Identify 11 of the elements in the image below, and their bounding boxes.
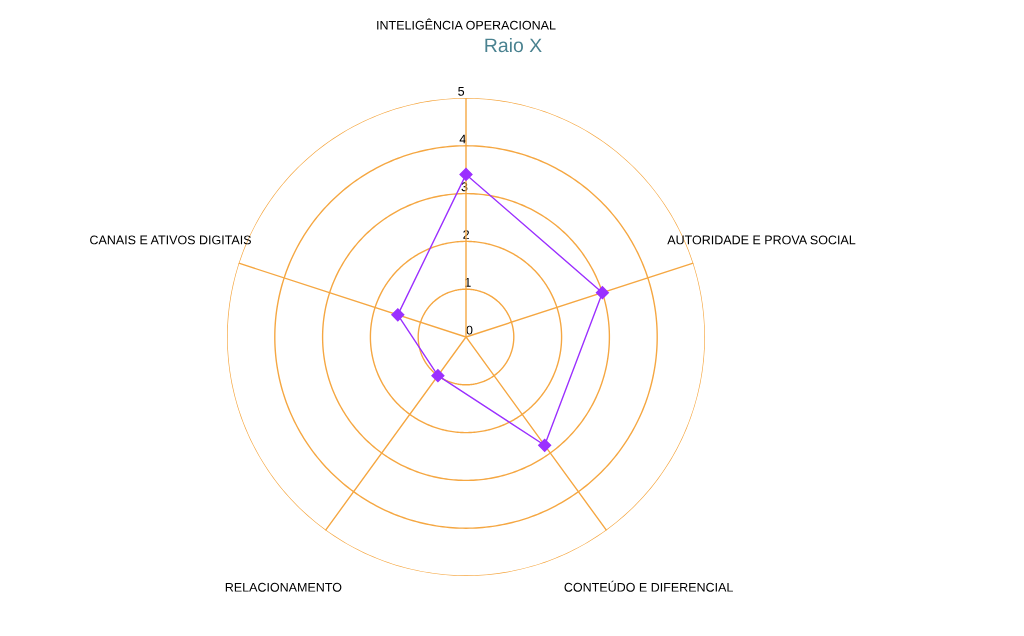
spoke-label: CONTEÚDO E DIFERENCIAL [564,580,733,592]
y-tick-label: 5 [458,86,465,96]
text: Raio X [485,37,542,53]
y-tick-label: 1 [465,278,471,287]
y-tick-label: 0 [466,325,473,335]
spoke-label: AUTORIDADE E PROVA SOCIAL [667,235,856,245]
y-tick-label: 2 [463,230,469,239]
spoke-label: CANAIS E ATIVOS DIGITAIS [90,235,251,245]
spoke-label: RELACIONAMENTO [225,582,342,592]
y-tick-label: 4 [459,134,466,144]
spoke-label: INTELIGÊNCIA OPERACIONAL [377,18,556,30]
